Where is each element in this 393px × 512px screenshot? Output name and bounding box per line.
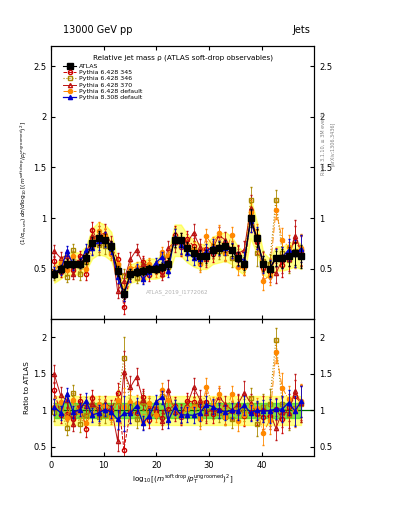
Text: Rivet 3.1.10, ≥ 3M events: Rivet 3.1.10, ≥ 3M events xyxy=(320,112,325,175)
Y-axis label: Ratio to ATLAS: Ratio to ATLAS xyxy=(24,361,30,414)
Text: 13000 GeV pp: 13000 GeV pp xyxy=(63,25,132,35)
Text: Jets: Jets xyxy=(293,25,310,35)
X-axis label: $\log_{10}[(m^{\rm soft\,drop}/p_T^{\rm ungroomed})^2]$: $\log_{10}[(m^{\rm soft\,drop}/p_T^{\rm … xyxy=(132,472,233,486)
Text: ATLAS_2019_I1772062: ATLAS_2019_I1772062 xyxy=(146,289,209,295)
Y-axis label: $(1/\sigma_{\rm resum})\,d\sigma/d\log_{10}[(m^{\rm soft\,drop}/p_T^{\rm ungroom: $(1/\sigma_{\rm resum})\,d\sigma/d\log_{… xyxy=(19,121,30,245)
Text: [arXiv:1306.3436]: [arXiv:1306.3436] xyxy=(330,121,335,165)
Text: Relative jet mass ρ (ATLAS soft-drop observables): Relative jet mass ρ (ATLAS soft-drop obs… xyxy=(93,54,273,61)
Legend: ATLAS, Pythia 6.428 345, Pythia 6.428 346, Pythia 6.428 370, Pythia 6.428 defaul: ATLAS, Pythia 6.428 345, Pythia 6.428 34… xyxy=(62,63,143,101)
